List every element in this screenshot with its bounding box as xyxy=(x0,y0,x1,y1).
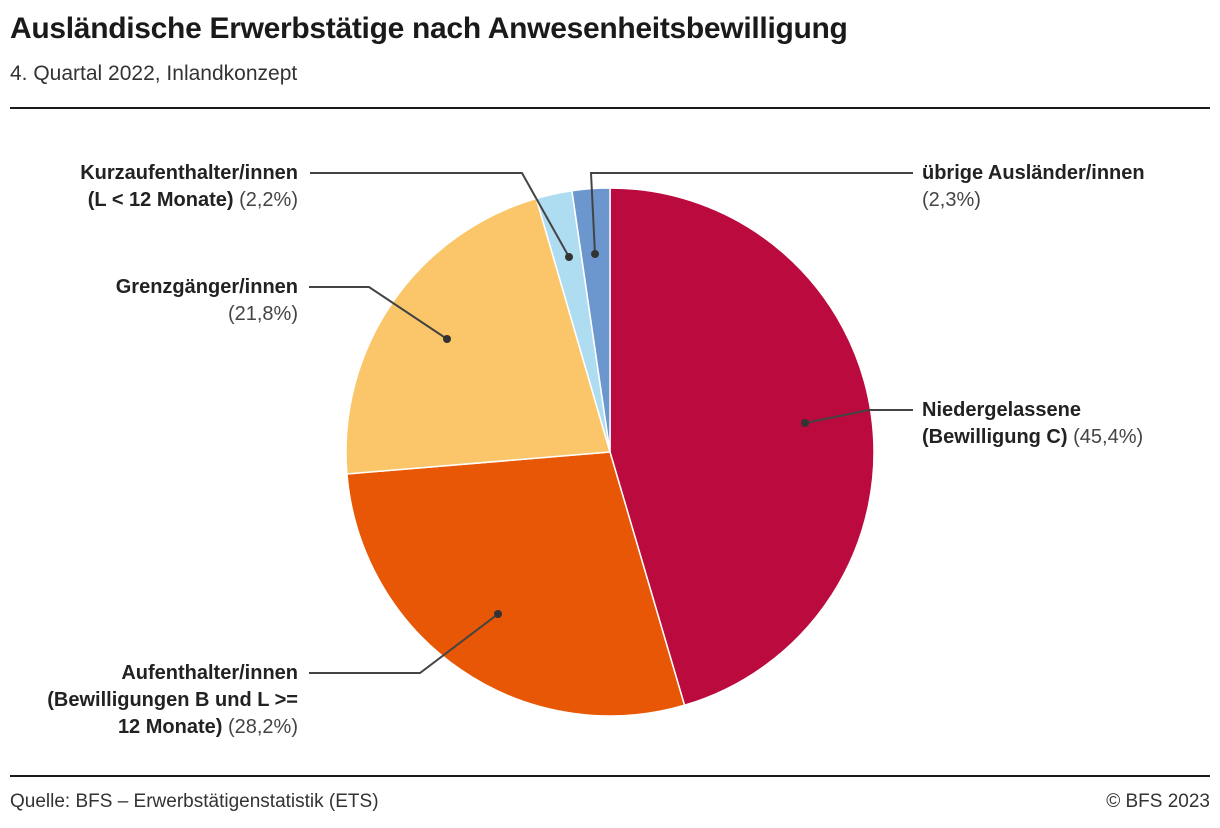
label-uebrige: übrige Ausländer/innen (2,3%) xyxy=(922,162,1145,211)
pie-slice-0 xyxy=(609,187,875,707)
leader-dot-3 xyxy=(565,253,573,261)
leader-dot-1 xyxy=(494,610,502,618)
leader-line-3 xyxy=(310,172,570,258)
leader-dot-0 xyxy=(801,419,809,427)
source-note: Quelle: BFS – Erwerbstätigenstatistik (E… xyxy=(10,791,379,812)
label-aufenthalter: Aufenthalter/innen (Bewilligungen B und … xyxy=(47,662,298,738)
leader-line-2 xyxy=(309,286,448,340)
chart-title: Ausländische Erwerbstätige nach Anwesenh… xyxy=(10,12,848,45)
leader-line-4 xyxy=(589,172,913,255)
label-niedergelassene: Niedergelassene (Bewilligung C) (45,4%) xyxy=(922,399,1144,448)
leader-dot-2 xyxy=(443,335,451,343)
label-kurzaufenthalter: Kurzaufenthalter/innen (L < 12 Monate) (… xyxy=(80,162,298,211)
top-divider xyxy=(10,107,1210,109)
leader-line-0 xyxy=(804,409,913,424)
leader-line-1 xyxy=(309,613,499,674)
label-grenzgaenger: Grenzgänger/innen (21,8%) xyxy=(115,276,298,325)
chart-subtitle: 4. Quartal 2022, Inlandkonzept xyxy=(10,62,298,85)
copyright: © BFS 2023 xyxy=(1106,791,1210,812)
pie-slice-1 xyxy=(346,451,686,717)
bottom-divider xyxy=(10,775,1210,777)
leader-dot-4 xyxy=(591,250,599,258)
